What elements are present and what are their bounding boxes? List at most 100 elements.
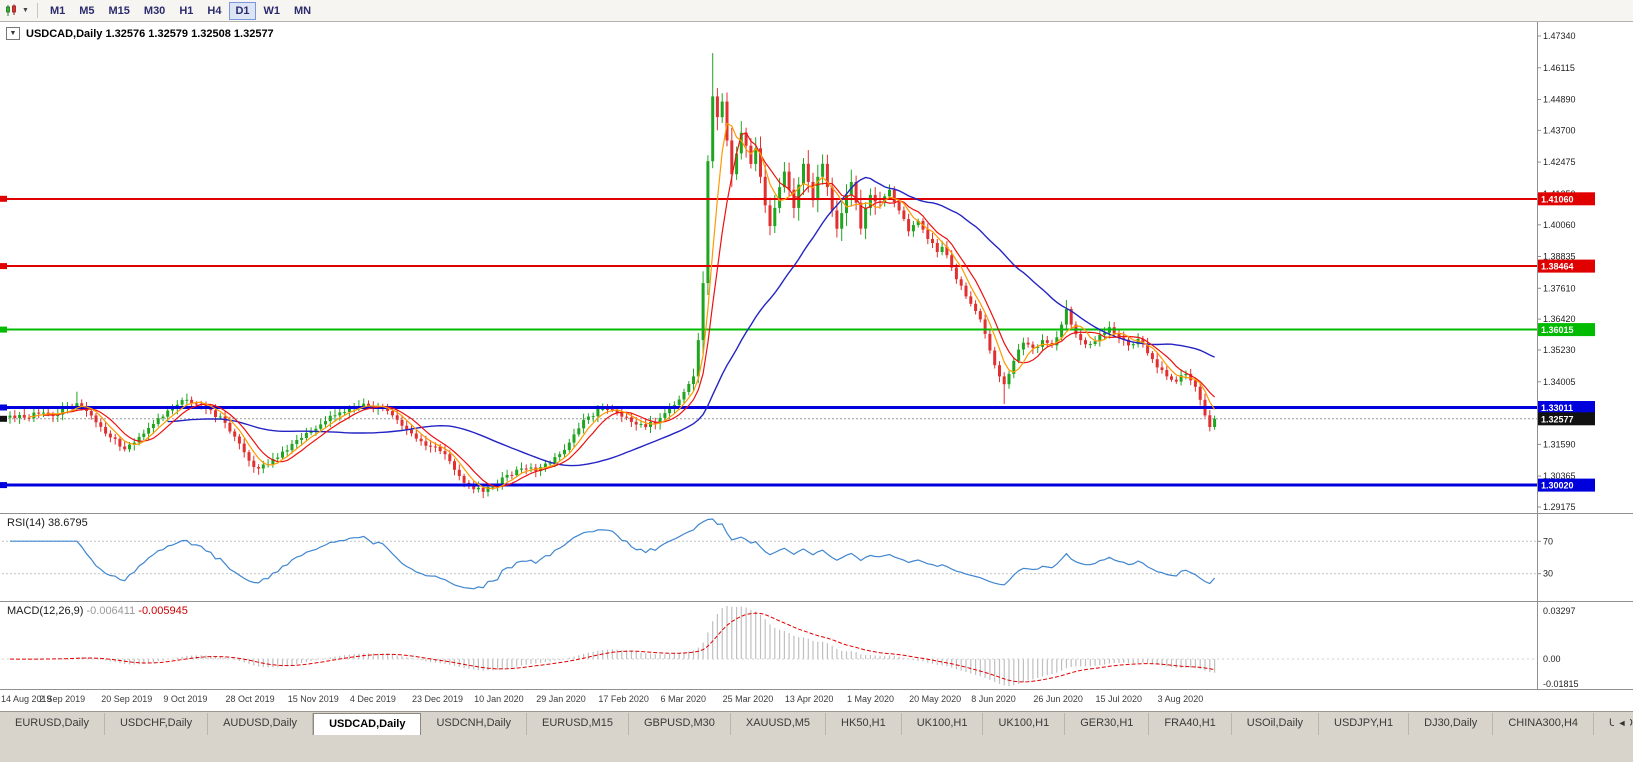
svg-text:1.46115: 1.46115 <box>1543 63 1575 73</box>
svg-text:1.30020: 1.30020 <box>1541 481 1574 491</box>
date-label: 29 Jan 2020 <box>536 694 586 704</box>
price-tag-1.30020: 1.30020 <box>1538 478 1595 492</box>
svg-text:30: 30 <box>1543 569 1553 579</box>
svg-text:-0.01815: -0.01815 <box>1543 679 1579 689</box>
svg-text:1.44890: 1.44890 <box>1543 95 1576 105</box>
ma-fast-line <box>29 122 1216 490</box>
chart-type-dropdown-icon[interactable]: ▼ <box>22 7 29 14</box>
date-label: 6 Mar 2020 <box>660 694 707 704</box>
date-label: 9 Oct 2019 <box>163 694 208 704</box>
date-label: 28 Oct 2019 <box>225 694 275 704</box>
date-label: 10 Jan 2020 <box>474 694 524 704</box>
ma-slow-line <box>167 176 1215 467</box>
date-label: 4 Dec 2019 <box>349 694 396 704</box>
date-label: 17 Feb 2020 <box>598 694 649 704</box>
timeframe-button-w1[interactable]: W1 <box>258 2 287 20</box>
date-label: 13 Apr 2020 <box>784 694 834 704</box>
timeframe-button-m5[interactable]: M5 <box>73 2 100 20</box>
symbol-ohlc-title: USDCAD,Daily 1.32576 1.32579 1.32508 1.3… <box>26 27 274 40</box>
svg-text:1.29175: 1.29175 <box>1543 502 1576 512</box>
price-tag-1.33011: 1.33011 <box>1538 401 1595 414</box>
chart-title-row: ▼ USDCAD,Daily 1.32576 1.32579 1.32508 1… <box>6 27 274 40</box>
chart-tab-usdcad-daily[interactable]: USDCAD,Daily <box>313 713 422 735</box>
chart-canvas[interactable]: 1.473401.461151.448901.437001.424751.412… <box>0 0 1633 690</box>
chart-tab-eurusd-m15[interactable]: EURUSD,M15 <box>527 713 629 735</box>
chart-tab-uk100-h1[interactable]: UK100,H1 <box>983 713 1066 735</box>
timeframe-toolbar: ▼ M1 M5 M15 M30 H1 H4 D1 W1 MN <box>0 0 1633 22</box>
toolbar-separator <box>36 3 38 18</box>
chart-tab-ger30-h1[interactable]: GER30,H1 <box>1065 713 1150 735</box>
svg-text:1.33011: 1.33011 <box>1541 403 1573 413</box>
rsi-line <box>10 518 1216 590</box>
chart-tab-audusd-daily[interactable]: AUDUSD,Daily <box>208 713 314 735</box>
chart-tab-eurusd-daily[interactable]: EURUSD,Daily <box>0 713 105 735</box>
macd-signal-line <box>9 612 1215 683</box>
candles-group <box>8 53 1217 499</box>
rsi-name: RSI(14) <box>7 517 45 529</box>
chart-tab-uk100-h1[interactable]: UK100,H1 <box>902 713 984 735</box>
svg-text:1.35230: 1.35230 <box>1543 345 1576 355</box>
date-label: 26 Jun 2020 <box>1033 694 1083 704</box>
timeframe-button-m15[interactable]: M15 <box>103 2 136 20</box>
date-label: 14 Aug 2019 <box>1 694 52 704</box>
timeframe-button-m30[interactable]: M30 <box>138 2 171 20</box>
svg-text:1.42475: 1.42475 <box>1543 157 1576 167</box>
chart-tab-china300-h4[interactable]: CHINA300,H4 <box>1493 713 1595 735</box>
date-label: 3 Aug 2020 <box>1157 694 1204 704</box>
date-label: 20 May 2020 <box>909 694 962 704</box>
rsi-value: 38.6795 <box>47 517 88 529</box>
chart-type-icon[interactable] <box>5 4 20 17</box>
chart-tab-hk50-h1[interactable]: HK50,H1 <box>826 713 902 735</box>
svg-text:1.36420: 1.36420 <box>1543 314 1576 324</box>
macd-name: MACD(12,26,9) <box>7 605 84 617</box>
date-label: 1 May 2020 <box>846 694 894 704</box>
price-tag-1.41060: 1.41060 <box>1538 192 1595 206</box>
macd-signal-value: -0.005945 <box>138 605 188 617</box>
svg-text:0.03297: 0.03297 <box>1543 606 1576 616</box>
chart-tab-xauusd-m5[interactable]: XAUUSD,M5 <box>731 713 827 735</box>
ma-mid-line <box>43 131 1216 488</box>
svg-text:1.37610: 1.37610 <box>1543 283 1576 293</box>
macd-histogram <box>14 606 1216 686</box>
svg-text:0.00: 0.00 <box>1543 654 1561 664</box>
date-label: 20 Sep 2019 <box>101 694 153 704</box>
date-label: 8 Jun 2020 <box>971 694 1016 704</box>
chart-tab-gbpusd-m30[interactable]: GBPUSD,M30 <box>629 713 731 735</box>
date-label: 15 Nov 2019 <box>287 694 339 704</box>
chart-tabs-bar: EURUSD,Daily USDCHF,Daily AUDUSD,Daily USDC… <box>0 711 1633 735</box>
chart-tab-usdcnh-daily[interactable]: USDCNH,Daily <box>421 713 528 735</box>
svg-text:1.36015: 1.36015 <box>1541 325 1574 335</box>
svg-text:1.43700: 1.43700 <box>1543 125 1576 135</box>
svg-text:1.40060: 1.40060 <box>1543 220 1576 230</box>
chart-tab-usdchf-daily[interactable]: USDCHF,Daily <box>105 713 209 735</box>
timeframe-button-h1[interactable]: H1 <box>173 2 199 20</box>
svg-text:1.38835: 1.38835 <box>1543 252 1576 262</box>
chart-tab-usdjpy-h1[interactable]: USDJPY,H1 <box>1319 713 1410 735</box>
macd-indicator-label: MACD(12,26,9) -0.006411 -0.005945 <box>7 605 188 617</box>
chart-tab-usoil-daily[interactable]: USOil,Daily <box>1232 713 1320 735</box>
svg-text:1.34005: 1.34005 <box>1543 377 1576 387</box>
macd-main-value: -0.006411 <box>86 605 136 617</box>
timeframe-button-m1[interactable]: M1 <box>44 2 71 20</box>
date-label: 15 Jul 2020 <box>1095 694 1143 704</box>
timeframe-button-mn[interactable]: MN <box>288 2 317 20</box>
svg-text:70: 70 <box>1543 536 1553 546</box>
price-tag-1.36015: 1.36015 <box>1538 323 1595 337</box>
svg-text:1.41060: 1.41060 <box>1541 194 1574 204</box>
svg-text:1.38464: 1.38464 <box>1541 262 1574 272</box>
timeframe-button-h4[interactable]: H4 <box>201 2 227 20</box>
chart-dropdown-icon[interactable]: ▼ <box>6 27 20 40</box>
chart-tab-dj30-daily[interactable]: DJ30,Daily <box>1409 713 1494 735</box>
window-bottom-filler <box>0 735 1633 762</box>
timeframe-buttons-group: M1 M5 M15 M30 H1 H4 D1 W1 MN <box>43 1 318 20</box>
time-axis[interactable]: 14 Aug 2019 2 Sep 2019 20 Sep 2019 9 Oct 20… <box>0 690 1633 711</box>
rsi-indicator-label: RSI(14) 38.6795 <box>7 517 88 529</box>
date-label: 23 Dec 2019 <box>411 694 464 704</box>
timeframe-button-d1[interactable]: D1 <box>229 1 256 20</box>
svg-text:1.47340: 1.47340 <box>1543 31 1576 41</box>
chart-tab-fra40-h1[interactable]: FRA40,H1 <box>1149 713 1232 735</box>
svg-text:1.30365: 1.30365 <box>1543 471 1576 481</box>
date-label: 2 Sep 2019 <box>39 694 86 704</box>
tab-scroll-left-icon[interactable]: ◄ <box>1614 715 1630 731</box>
